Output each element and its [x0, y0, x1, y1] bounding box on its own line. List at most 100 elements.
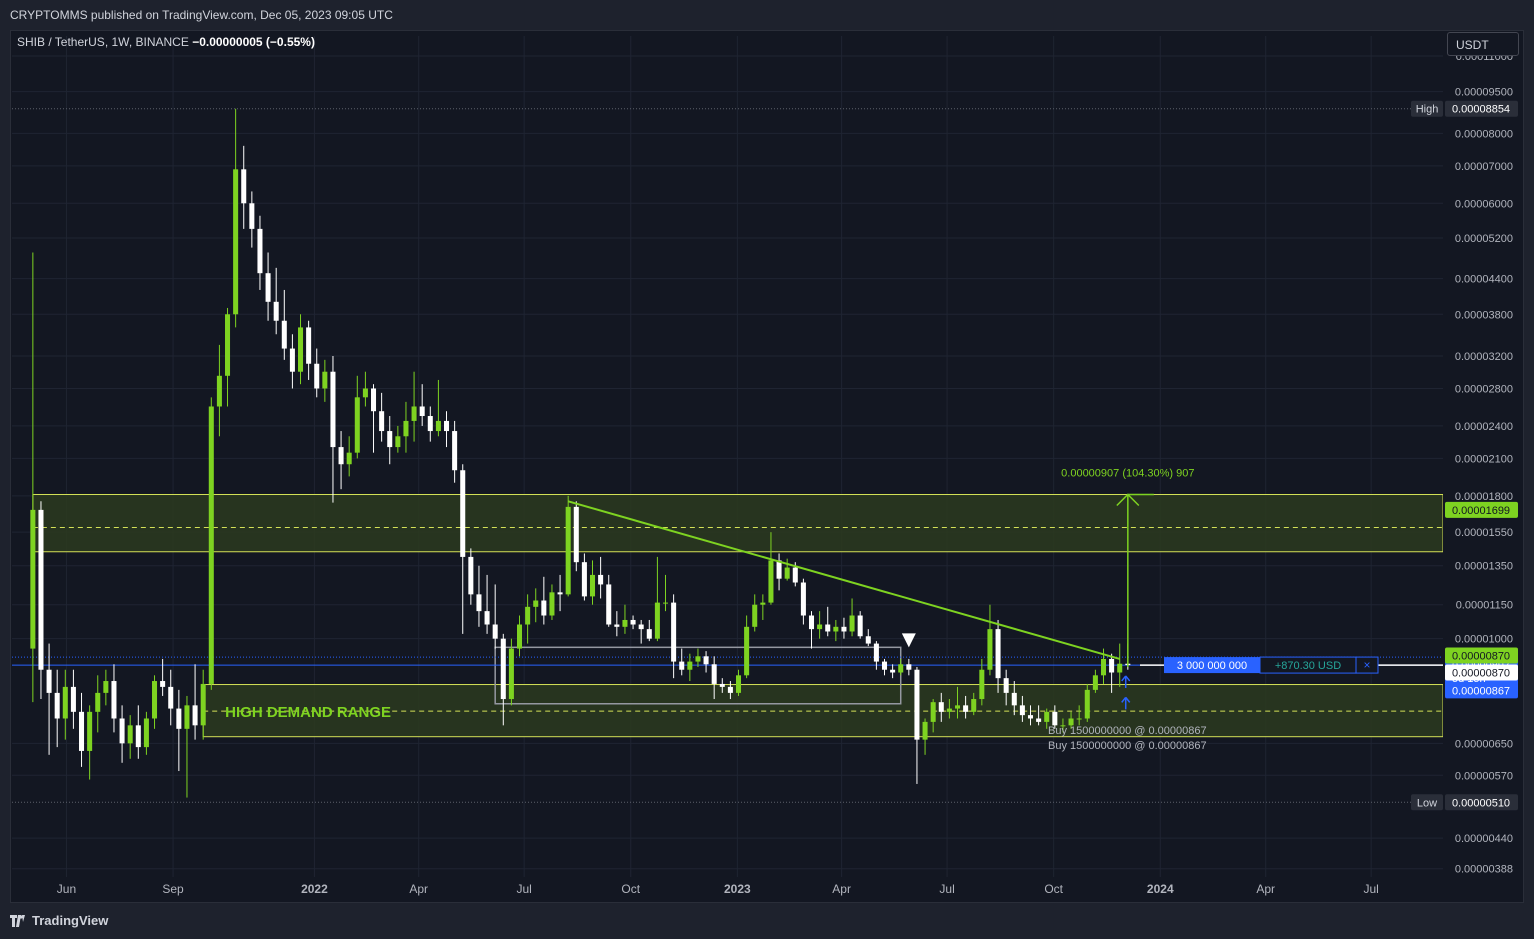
plot-area: HIGH DEMAND RANGE 0.00000907 (104.30%) 90…	[12, 108, 1443, 803]
candle-body	[233, 169, 239, 315]
x-tick-label: 2024	[1147, 882, 1174, 896]
candle-body	[127, 725, 133, 744]
symbol-info: SHIB / TetherUS, 1W, BINANCE −0.00000005…	[17, 35, 315, 49]
order-quantity: 3 000 000 000	[1177, 660, 1247, 672]
price-tag: Low	[1417, 797, 1437, 809]
candle-body	[403, 420, 409, 437]
candle-body	[508, 648, 514, 700]
trendline	[567, 500, 1120, 660]
candle-body	[963, 705, 969, 712]
order-close-icon: ×	[1363, 658, 1370, 672]
signal-marker-icon	[901, 633, 916, 648]
candle-body	[30, 509, 36, 649]
candle-body	[671, 602, 677, 662]
range-box	[494, 646, 902, 705]
candle-body	[281, 320, 287, 349]
candle-body	[938, 702, 944, 712]
candle-body	[273, 301, 279, 321]
candle-body	[476, 594, 482, 612]
candle-body	[1117, 663, 1123, 673]
candle-body	[1003, 678, 1009, 693]
currency-selector[interactable]: USDT	[1447, 32, 1519, 56]
candle-body	[135, 725, 141, 748]
y-tick-label: 0.00001350	[1455, 561, 1513, 573]
price-tag-box	[1411, 794, 1443, 811]
candle-body	[330, 371, 336, 448]
candle-body	[784, 567, 790, 579]
price-change: −0.00000005 (−0.55%)	[192, 35, 315, 49]
order-close-box	[1355, 656, 1379, 674]
candle-body	[987, 629, 993, 670]
candle-body	[954, 705, 961, 709]
candle-body	[241, 169, 247, 204]
price-tag-box	[1411, 100, 1443, 117]
candle-body	[833, 626, 839, 632]
order-qty-box	[1164, 657, 1260, 674]
y-tick-label: 0.00005200	[1455, 233, 1513, 245]
y-tick-label: 0.00001150	[1456, 600, 1513, 612]
order-pnl: +870.30 USD	[1275, 660, 1341, 672]
candle-body	[1036, 718, 1042, 722]
y-tick-label: 0.00002100	[1455, 453, 1513, 465]
y-tick-label: 0.00006000	[1455, 198, 1513, 210]
candle-body	[825, 624, 831, 632]
candle-body	[371, 388, 377, 412]
candle-body	[760, 602, 766, 605]
candle-body	[573, 506, 579, 563]
candle-body	[257, 228, 263, 274]
y-tick-label: 0.00003800	[1455, 309, 1513, 321]
candle-body	[727, 686, 733, 693]
candle-body	[208, 406, 214, 684]
candle-body	[249, 203, 255, 229]
candle-body	[898, 664, 904, 673]
candle-body	[841, 626, 847, 632]
candle-body	[800, 582, 806, 616]
candle-body	[703, 656, 709, 665]
candle-body	[1052, 711, 1058, 726]
candle-body	[946, 708, 952, 712]
candle-body	[395, 436, 401, 448]
price-label-box	[1445, 664, 1518, 681]
candle-body	[362, 388, 368, 398]
candle-body	[289, 348, 295, 372]
candle-body	[346, 452, 352, 465]
candle-body	[192, 705, 198, 726]
candle-body	[719, 683, 725, 687]
candle-body	[646, 629, 652, 639]
candle-body	[711, 664, 717, 684]
candle-body	[1060, 725, 1066, 727]
y-tick-label: 0.00002400	[1455, 421, 1513, 433]
candle-body	[906, 664, 912, 670]
candle-body	[606, 584, 612, 625]
y-tick-label: 0.00004400	[1455, 274, 1513, 286]
price-label: 0.00000870	[1452, 651, 1510, 663]
candle-body	[549, 592, 555, 616]
candle-body	[630, 619, 636, 625]
candle-body	[119, 718, 125, 744]
candle-body	[1100, 658, 1107, 676]
candle-body	[873, 643, 879, 662]
candle-body	[1092, 675, 1098, 690]
candle-body	[54, 692, 60, 719]
candle-body	[452, 431, 458, 471]
candle-body	[443, 420, 450, 432]
price-label-box	[1445, 100, 1518, 117]
candle-body	[87, 711, 93, 751]
price-label: 0.00000870	[1452, 668, 1510, 680]
x-tick-label: Apr	[409, 882, 428, 896]
candle-body	[1019, 705, 1025, 716]
candle-body	[338, 447, 344, 465]
x-tick-label: Jul	[939, 882, 954, 896]
candle-body	[589, 574, 596, 597]
candle-body	[890, 669, 896, 673]
high-demand-range	[202, 684, 1443, 738]
candle-body	[1068, 718, 1074, 726]
candle-body	[387, 431, 393, 448]
price-label: 0.00001699	[1452, 505, 1510, 517]
price-label: 0.00000867	[1452, 685, 1510, 697]
candle-body	[322, 371, 328, 389]
y-tick-label: 0.00009500	[1455, 87, 1513, 99]
chart-frame[interactable]	[10, 30, 1524, 903]
y-tick-label: 0.00001800	[1455, 491, 1513, 503]
